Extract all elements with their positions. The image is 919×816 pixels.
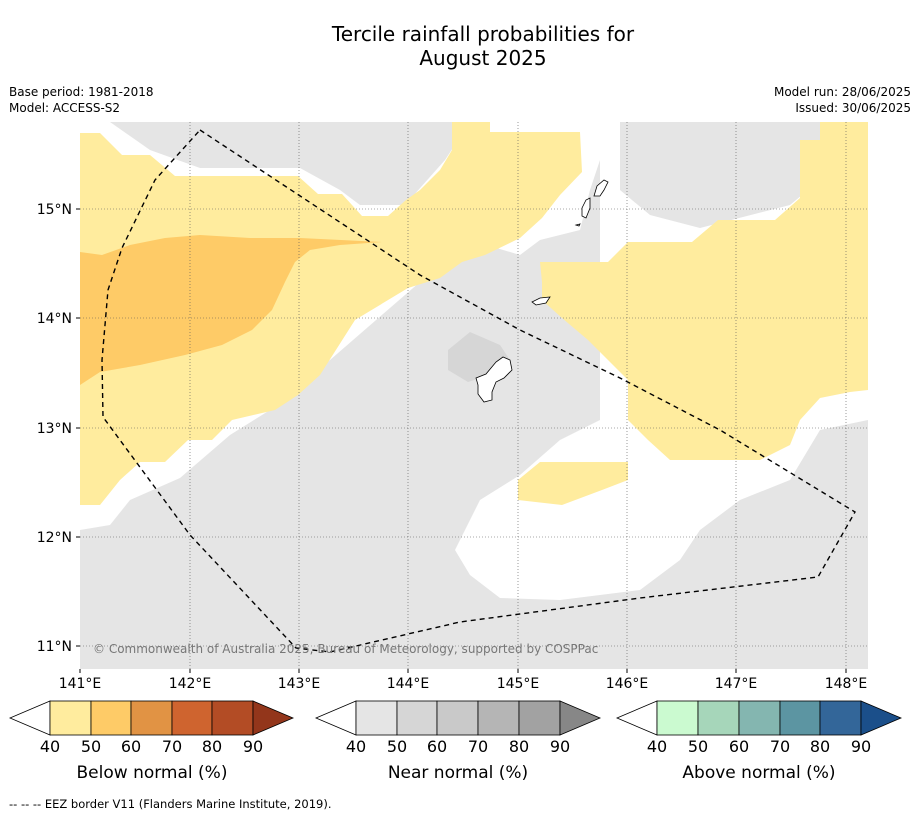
- cbar-min-arrow: [615, 700, 658, 736]
- cbar-tick: 90: [851, 737, 871, 756]
- cbar-tick: 50: [387, 737, 407, 756]
- colorbar-above-normal: [615, 700, 903, 736]
- lon-label: 145°E: [497, 676, 540, 692]
- lon-label: 144°E: [387, 676, 430, 692]
- colorbar-ticks-above: 40 50 60 70 80 90: [647, 737, 871, 756]
- cbar-min-arrow: [314, 700, 357, 736]
- cbar-tick: 70: [468, 737, 488, 756]
- cbar-tick: 80: [202, 737, 222, 756]
- colorbar-labels: Below normal (%) Near normal (%) Above n…: [77, 763, 836, 783]
- cbar-tick: 50: [81, 737, 101, 756]
- cbar-label-below: Below normal (%): [77, 763, 228, 783]
- issued-date: Issued: 30/06/2025: [795, 101, 911, 115]
- cbar-tick: 70: [770, 737, 790, 756]
- cbar-tick: 70: [162, 737, 182, 756]
- cbar-tick: 90: [243, 737, 263, 756]
- cbar-tick: 60: [121, 737, 141, 756]
- lat-label: 11°N: [37, 639, 72, 655]
- cbar-tick: 40: [346, 737, 366, 756]
- lon-label: 141°E: [59, 676, 102, 692]
- cbar-label-above: Above normal (%): [682, 763, 835, 783]
- below-40-south: [518, 462, 628, 505]
- cbar-tick: 60: [729, 737, 749, 756]
- colorbar-below-normal: [8, 700, 295, 736]
- lon-label: 146°E: [606, 676, 649, 692]
- model-name: Model: ACCESS-S2: [9, 101, 121, 115]
- lat-label: 12°N: [37, 530, 72, 546]
- lon-label: 143°E: [278, 676, 321, 692]
- lat-label: 15°N: [37, 202, 72, 218]
- title-line-1: Tercile rainfall probabilities for: [331, 22, 635, 46]
- cbar-max-arrow: [860, 700, 903, 736]
- title-line-2: August 2025: [419, 46, 547, 70]
- lon-label: 148°E: [825, 676, 868, 692]
- island-guam: [475, 356, 513, 403]
- chart-title: Tercile rainfall probabilities for Augus…: [0, 22, 919, 70]
- base-period: Base period: 1981-2018: [9, 85, 154, 99]
- lon-label: 142°E: [169, 676, 212, 692]
- footnote: -- -- -- EEZ border V11 (Flanders Marine…: [9, 797, 332, 811]
- colorbar-near-normal: [314, 700, 602, 736]
- cbar-tick: 90: [550, 737, 570, 756]
- colorbar-ticks-near: 40 50 60 70 80 90: [346, 737, 570, 756]
- island-aguijan: [574, 223, 581, 227]
- island-tinian: [581, 197, 591, 219]
- cbar-tick: 50: [688, 737, 708, 756]
- copyright-text: © Commonwealth of Australia 2025, Bureau…: [93, 642, 598, 656]
- lat-label: 13°N: [37, 421, 72, 437]
- below-normal-40-regions: [80, 122, 868, 505]
- meta-right: Model run: 28/06/2025 Issued: 30/06/2025: [774, 84, 911, 116]
- colorbar-ticks-below: 40 50 60 70 80 90: [40, 737, 263, 756]
- cbar-tick: 80: [509, 737, 529, 756]
- no-signal-patch: [648, 460, 672, 488]
- meta-left: Base period: 1981-2018 Model: ACCESS-S2: [9, 84, 154, 116]
- lon-labels: 141°E 142°E 143°E 144°E 145°E 146°E 147°…: [59, 676, 868, 692]
- below-normal-50-region: [80, 235, 382, 385]
- cbar-tick: 60: [427, 737, 447, 756]
- lat-labels: 15°N 14°N 13°N 12°N 11°N: [37, 202, 72, 655]
- cbar-label-near: Near normal (%): [388, 763, 528, 783]
- lat-label: 14°N: [37, 311, 72, 327]
- cbar-tick: 80: [810, 737, 830, 756]
- model-run: Model run: 28/06/2025: [773, 85, 911, 99]
- tick-marks: [76, 208, 847, 673]
- island-saipan: [593, 179, 609, 197]
- cbar-tick: 40: [40, 737, 60, 756]
- cbar-tick: 40: [647, 737, 667, 756]
- below-40-east: [540, 122, 868, 460]
- cbar-min-arrow: [8, 700, 51, 736]
- cbar-max-arrow: [559, 700, 602, 736]
- islands: [475, 179, 609, 403]
- lon-label: 147°E: [715, 676, 758, 692]
- grid-lines: [80, 122, 868, 669]
- below-40-west: [80, 122, 582, 505]
- eez-border: [101, 129, 856, 653]
- cbar-max-arrow: [252, 700, 295, 736]
- island-rota: [531, 296, 551, 306]
